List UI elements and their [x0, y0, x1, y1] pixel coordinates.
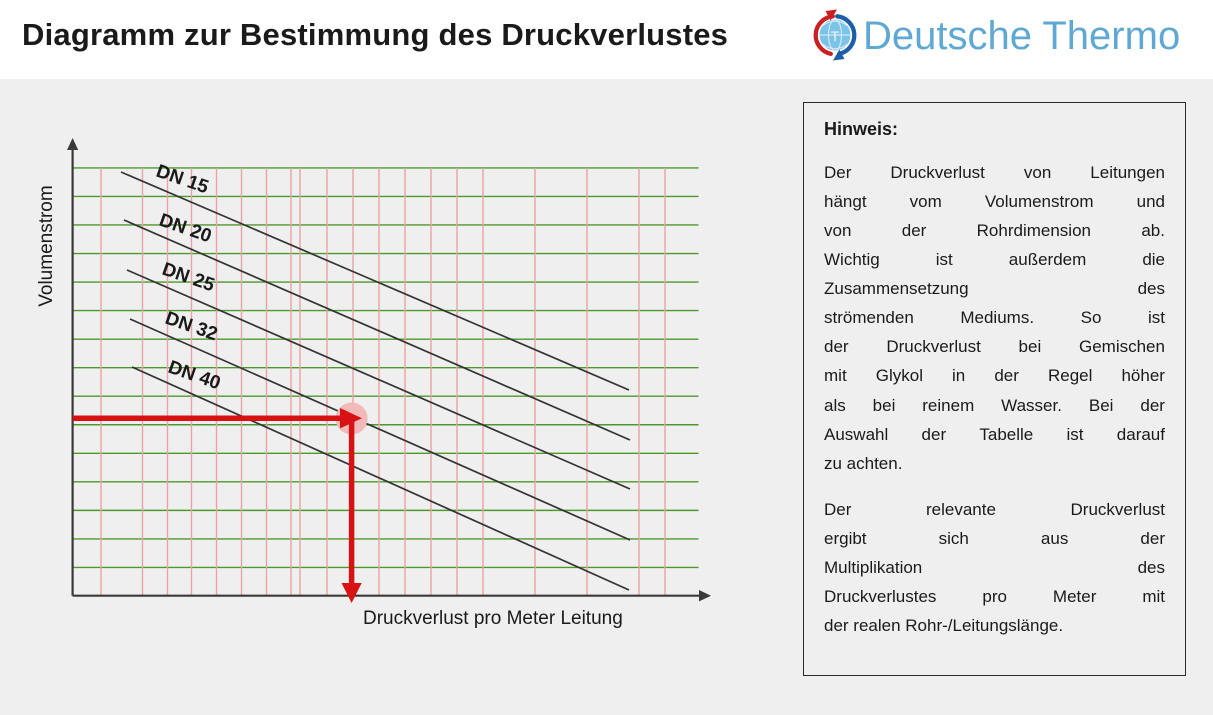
svg-text:DN 40: DN 40: [165, 357, 223, 394]
svg-text:T: T: [831, 28, 840, 44]
svg-text:DN 20: DN 20: [156, 210, 214, 247]
svg-text:DN 15: DN 15: [153, 161, 211, 199]
